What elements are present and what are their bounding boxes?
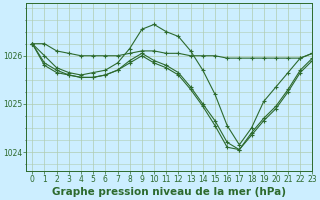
X-axis label: Graphe pression niveau de la mer (hPa): Graphe pression niveau de la mer (hPa): [52, 187, 286, 197]
